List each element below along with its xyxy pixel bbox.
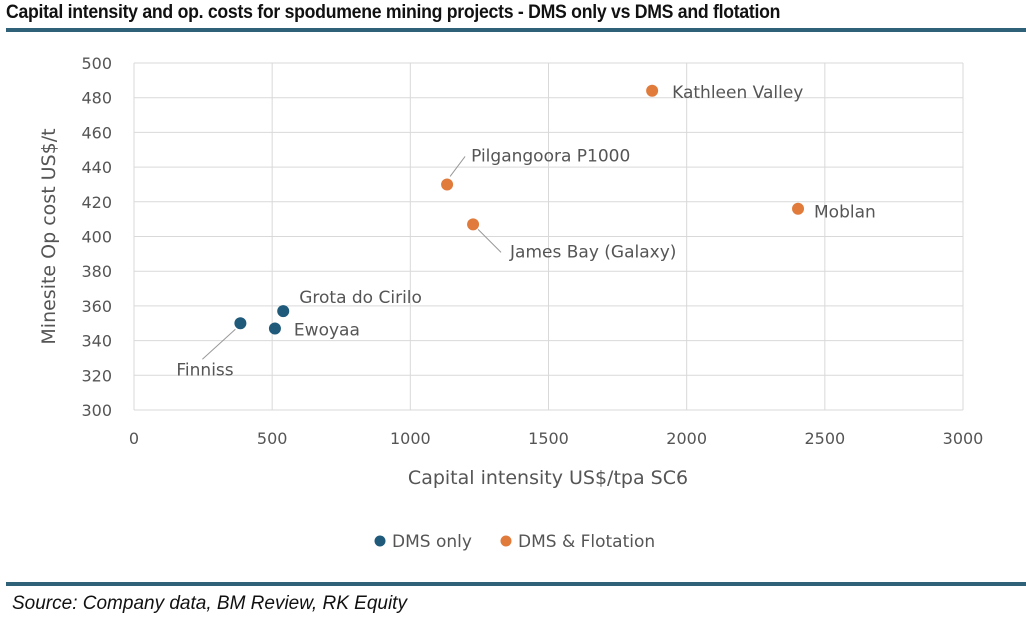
leader-line	[477, 229, 502, 253]
legend-marker	[374, 535, 386, 547]
x-tick-label: 2500	[804, 429, 845, 448]
x-tick-label: 1000	[390, 429, 431, 448]
x-tick-label: 500	[257, 429, 288, 448]
data-label: Pilgangoora P1000	[471, 146, 630, 166]
data-point	[234, 317, 247, 330]
data-label: James Bay (Galaxy)	[509, 242, 676, 262]
leader-line	[449, 156, 466, 177]
x-tick-label: 3000	[943, 429, 984, 448]
y-tick-label: 380	[81, 262, 112, 281]
y-tick-label: 460	[81, 123, 112, 142]
legend-label: DMS & Flotation	[518, 532, 655, 552]
y-tick-label: 420	[81, 193, 112, 212]
data-point	[467, 218, 480, 231]
x-tick-label: 0	[129, 429, 139, 448]
data-label: Grota do Cirilo	[299, 288, 422, 308]
y-tick-label: 340	[81, 332, 112, 351]
legend-marker	[500, 535, 512, 547]
legend-label: DMS only	[392, 532, 472, 552]
y-tick-label: 360	[81, 297, 112, 316]
scatter-chart: 300 320 340 360 380 400 420 440 460 480 500 0 500 100…	[38, 54, 984, 552]
top-rule	[6, 28, 1026, 32]
data-point	[792, 202, 805, 215]
x-tick-label: 2000	[666, 429, 707, 448]
x-axis-label: Capital intensity US$/tpa SC6	[408, 467, 688, 489]
data-label: Finniss	[176, 360, 233, 380]
y-tick-label: 300	[81, 401, 112, 420]
bottom-rule	[6, 582, 1026, 586]
data-point	[441, 178, 454, 191]
y-axis-label: Minesite Op cost US$/t	[38, 128, 60, 344]
y-tick-label: 320	[81, 366, 112, 385]
data-label: Kathleen Valley	[672, 83, 803, 103]
leader-line	[202, 328, 236, 360]
chart-title: Capital intensity and op. costs for spod…	[6, 2, 781, 23]
y-tick-label: 500	[81, 54, 112, 73]
data-label: Moblan	[814, 203, 876, 223]
y-tick-label: 480	[81, 89, 112, 108]
data-point	[646, 84, 659, 97]
x-tick-label: 1500	[528, 429, 569, 448]
y-tick-label: 440	[81, 158, 112, 177]
y-tick-label: 400	[81, 228, 112, 247]
data-point	[268, 322, 281, 335]
source-note: Source: Company data, BM Review, RK Equi…	[12, 593, 407, 614]
data-label: Ewoyaa	[294, 320, 360, 340]
data-point	[277, 305, 290, 318]
